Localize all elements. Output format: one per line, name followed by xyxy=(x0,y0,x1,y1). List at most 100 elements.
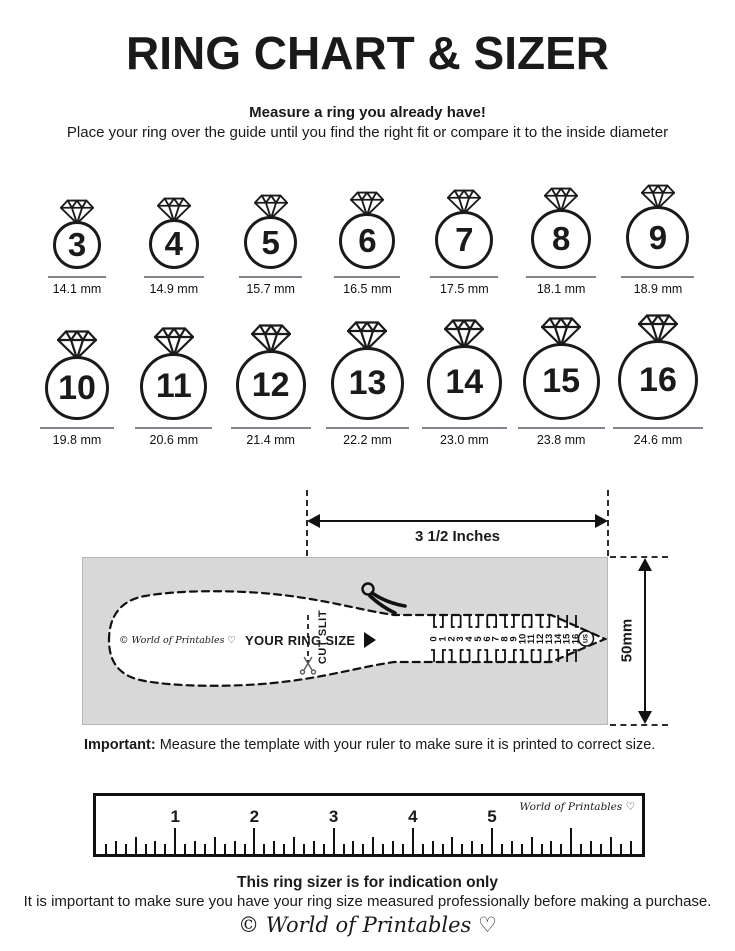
ring-size-number: 4 xyxy=(164,225,183,262)
important-text: Measure the template with your ruler to … xyxy=(155,737,656,753)
scale-number: 7 xyxy=(491,636,502,641)
ring-size-row-2: 10 19.8 mm 11 20.6 mm 12 xyxy=(30,303,705,447)
ruler-tick xyxy=(461,844,464,854)
ruler-inch-number: 4 xyxy=(408,807,418,826)
measure-guide-right xyxy=(607,490,609,556)
ring-size-number: 15 xyxy=(542,362,581,400)
size-underline xyxy=(230,427,311,429)
inside-diameter-label: 19.8 mm xyxy=(52,433,102,447)
ring-size-number: 9 xyxy=(648,218,668,256)
ruler-tick xyxy=(491,828,493,854)
ruler-tick xyxy=(342,844,345,854)
size-underline xyxy=(48,276,106,278)
inside-diameter-label: 21.4 mm xyxy=(246,433,295,447)
scale-number: 14 xyxy=(553,633,564,644)
diamond-icon xyxy=(250,324,291,354)
ruler-tick xyxy=(530,837,533,854)
arrow-up-icon xyxy=(638,558,652,571)
ring-band: 9 xyxy=(626,206,690,269)
ring-size-item: 8 18.1 mm xyxy=(514,187,608,296)
footer-disclaimer-text: It is important to make sure you have yo… xyxy=(23,893,712,910)
ruler-tick xyxy=(421,844,424,854)
scale-number: 1 xyxy=(437,636,448,642)
ring-size-item: 11 20.6 mm xyxy=(127,327,221,447)
footer-disclaimer-title: This ring sizer is for indication only xyxy=(237,874,498,891)
diamond-icon xyxy=(156,197,191,223)
inside-diameter-label: 14.1 mm xyxy=(52,282,102,296)
scale-number: 12 xyxy=(535,634,546,645)
diamond-icon xyxy=(153,327,194,357)
ring-size-item: 9 18.9 mm xyxy=(611,184,705,296)
ruler-tick xyxy=(401,844,404,854)
ring-size-row-1: 3 14.1 mm 4 14.9 mm 5 xyxy=(30,166,705,296)
ruler-tick xyxy=(223,844,226,854)
pointer-triangle-icon xyxy=(364,632,377,648)
important-prefix: Important: xyxy=(84,737,156,753)
ring-band: 14 xyxy=(426,345,502,420)
diamond-icon xyxy=(57,330,97,360)
inside-diameter-label: 14.9 mm xyxy=(149,282,199,296)
scale-number: 0 xyxy=(429,636,440,641)
scale-number: 10 xyxy=(517,634,528,645)
ring-size-number: 10 xyxy=(58,368,96,407)
ruler-tick xyxy=(590,841,592,854)
ruler-inch-number: 5 xyxy=(487,807,497,826)
ruler-tick xyxy=(629,841,632,854)
paddle-outline xyxy=(107,590,607,687)
measure-guide-top xyxy=(610,556,668,558)
ruler-tick xyxy=(213,837,216,854)
ring-band: 13 xyxy=(330,347,404,420)
measure-guide-bottom xyxy=(610,724,668,726)
scissors-icon xyxy=(361,582,407,615)
ring-band: 16 xyxy=(617,340,698,420)
inside-diameter-label: 16.5 mm xyxy=(343,282,392,296)
footer-brand-signature: © World of Printables ♡ xyxy=(238,913,497,937)
width-arrow-line xyxy=(312,520,603,522)
diamond-icon xyxy=(444,319,485,349)
size-underline xyxy=(517,427,605,429)
ruler-tick xyxy=(471,841,474,854)
ring-size-number: 8 xyxy=(551,220,571,257)
ruler-tick xyxy=(550,841,553,854)
arrow-left-icon xyxy=(307,514,320,528)
inside-diameter-label: 18.1 mm xyxy=(536,282,586,296)
ruler-tick xyxy=(619,844,622,854)
ruler-inch-number: 3 xyxy=(328,807,339,826)
ruler-tick xyxy=(392,841,394,854)
scale-number: 16 xyxy=(571,634,582,645)
ruler-tick xyxy=(283,844,286,854)
diamond-icon xyxy=(60,199,94,225)
ruler-tick xyxy=(243,844,246,854)
ring-size-number: 14 xyxy=(445,363,484,401)
ruler-tick xyxy=(144,844,147,854)
inside-diameter-label: 18.9 mm xyxy=(633,282,683,296)
ruler-tick xyxy=(203,844,206,854)
cut-slit-label: CUT SLIT xyxy=(317,609,329,665)
diamond-icon xyxy=(541,317,582,347)
ring-band: 4 xyxy=(148,219,199,269)
paddle-labels: © World of Printables ♡ YOUR RING SIZE xyxy=(119,626,377,654)
intro-headline: Measure a ring you already have! xyxy=(249,104,486,121)
important-note: Important: Measure the template with you… xyxy=(84,737,655,753)
scale-number: 3 xyxy=(455,636,466,641)
ruler-tick xyxy=(174,828,177,854)
ring-size-number: 7 xyxy=(455,221,474,258)
ruler-tick xyxy=(560,844,563,854)
ruler-tick xyxy=(520,844,523,854)
ring-band: 5 xyxy=(244,216,298,269)
ring-size-item: 16 24.6 mm xyxy=(611,314,705,447)
brand-signature: © World of Printables ♡ xyxy=(119,634,237,646)
diamond-icon xyxy=(350,191,385,217)
size-underline xyxy=(621,276,695,278)
ring-band: 10 xyxy=(45,356,109,420)
scale-number: 9 xyxy=(508,636,519,641)
ring-size-item: 12 21.4 mm xyxy=(224,324,318,447)
inside-diameter-label: 23.8 mm xyxy=(536,433,586,447)
ruler-tick xyxy=(322,844,325,854)
scale-number: 15 xyxy=(562,633,573,644)
ruler-tick xyxy=(481,844,484,854)
ring-size-number: 13 xyxy=(348,364,387,402)
ruler-inch-number: 1 xyxy=(170,807,180,826)
height-arrow-line xyxy=(644,562,646,720)
